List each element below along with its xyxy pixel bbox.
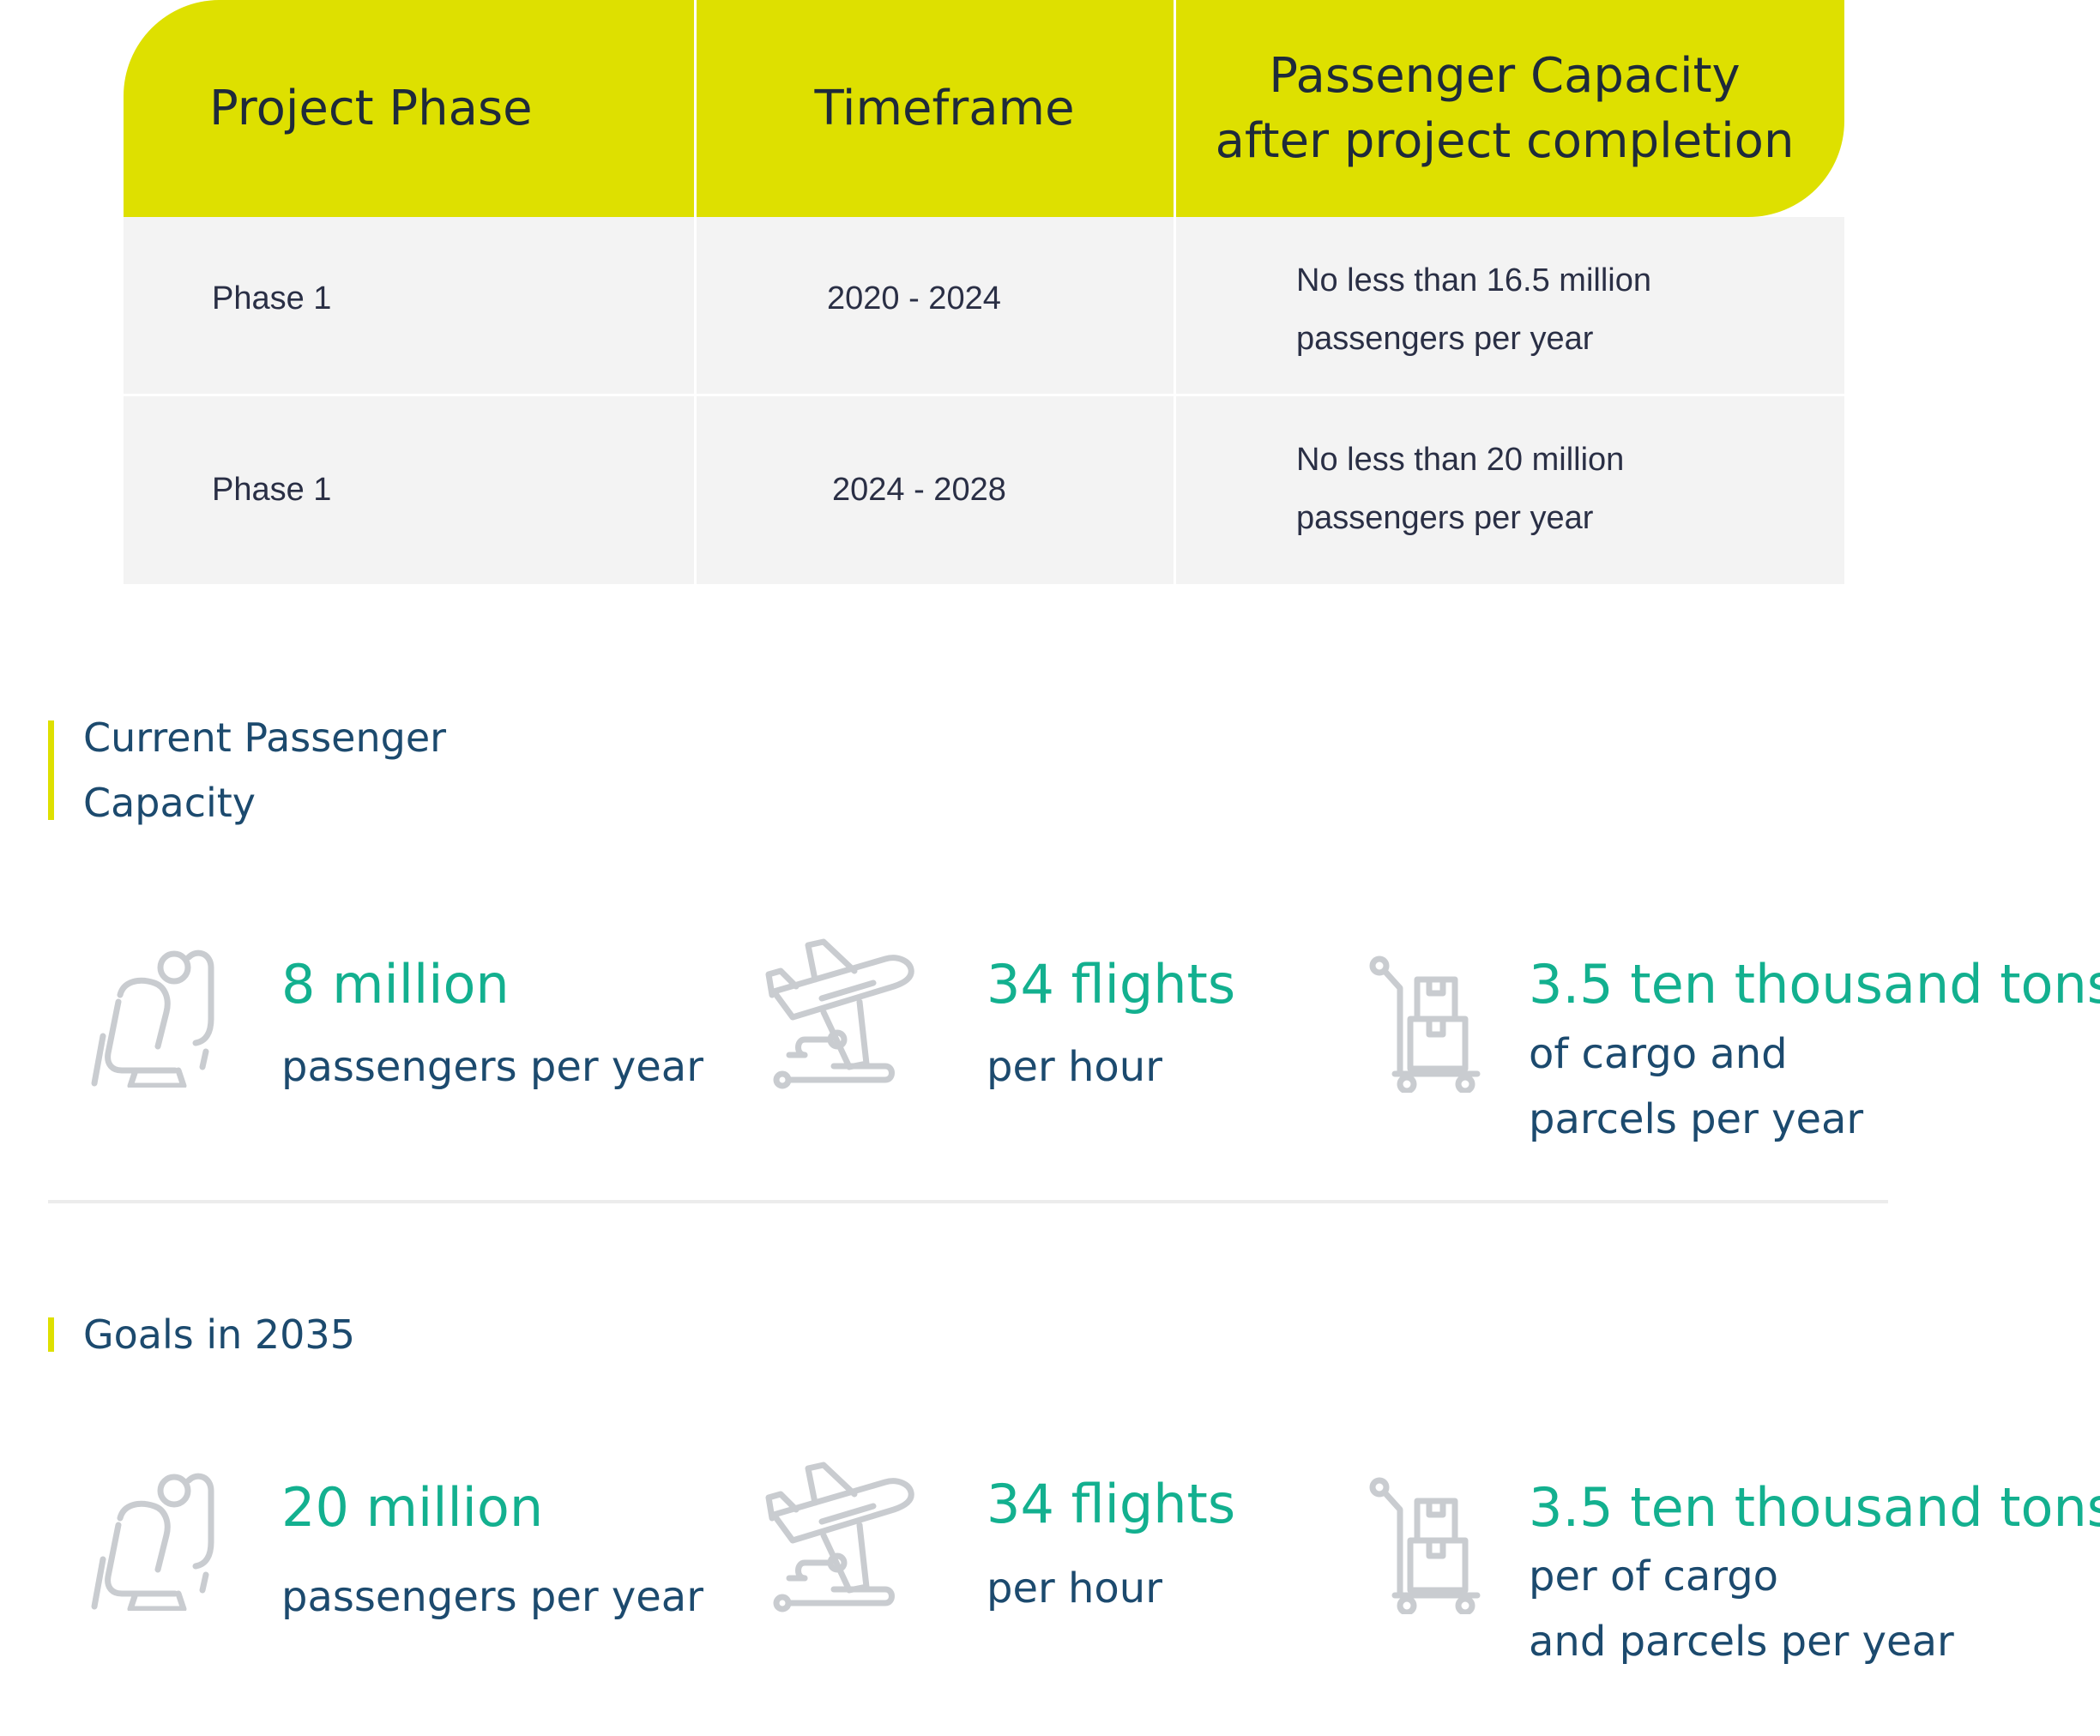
stat-value: 20 million <box>281 1476 544 1539</box>
cell-capacity: No less than 16.5 million passengers per… <box>1296 262 1651 357</box>
table-header-row <box>124 0 1844 217</box>
cell-timeframe: 2020 - 2024 <box>827 280 1001 316</box>
cell-capacity: No less than 20 million passengers per y… <box>1296 442 1625 536</box>
seat-icon <box>86 1465 219 1611</box>
stat-desc: passengers per year <box>281 1043 703 1091</box>
stat-desc: per hour <box>987 1043 1162 1091</box>
header-timeframe: Timeframe <box>814 80 1075 136</box>
stat-desc: passengers per year <box>281 1573 703 1621</box>
stat-value: 34 flights <box>987 953 1236 1016</box>
table-row <box>124 217 1844 395</box>
section-divider <box>48 1200 1888 1203</box>
seat-icon <box>86 942 219 1088</box>
stat-desc: per hour <box>987 1564 1162 1612</box>
stat-value: 3.5 ten thousand tons <box>1529 1476 2100 1539</box>
column-divider <box>1174 0 1176 584</box>
cargo-cart-icon <box>1369 955 1482 1093</box>
capacity-table: Project Phase Timeframe Passenger Capaci… <box>124 0 1844 584</box>
cell-phase: Phase 1 <box>212 280 332 316</box>
stat-desc: per of cargo and parcels per year <box>1529 1552 1954 1666</box>
airplane-icon <box>763 1462 920 1616</box>
stat-value: 8 million <box>281 953 510 1016</box>
section-title-current: Current Passenger Capacity <box>83 714 447 826</box>
section-accent-bar <box>48 1317 54 1352</box>
stat-value: 3.5 ten thousand tons <box>1529 953 2100 1016</box>
row-divider <box>124 394 1844 396</box>
cell-timeframe: 2024 - 2028 <box>832 472 1006 508</box>
header-passenger-capacity: Passenger Capacity after project complet… <box>1215 47 1795 169</box>
stat-value: 34 flights <box>987 1473 1236 1535</box>
table-row <box>124 396 1844 584</box>
header-project-phase: Project Phase <box>209 80 533 136</box>
section-accent-bar <box>48 720 54 820</box>
column-divider <box>694 0 697 584</box>
cargo-cart-icon <box>1369 1477 1482 1614</box>
airplane-icon <box>763 938 920 1093</box>
cell-phase: Phase 1 <box>212 472 332 508</box>
section-title-goals: Goals in 2035 <box>83 1311 355 1358</box>
stat-desc: of cargo and parcels per year <box>1529 1030 1864 1143</box>
